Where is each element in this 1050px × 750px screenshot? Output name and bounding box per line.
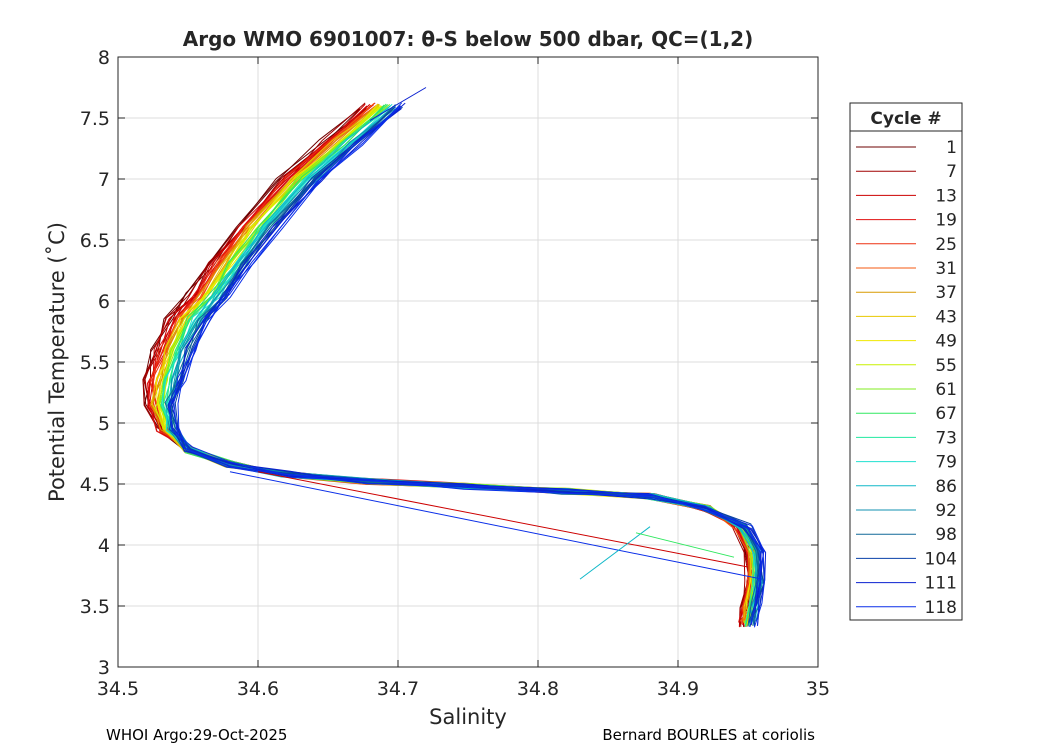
- y-tick-label: 5: [98, 413, 110, 435]
- legend-label: 31: [935, 259, 957, 279]
- legend-label: 104: [925, 549, 957, 569]
- x-tick-label: 34.9: [657, 678, 699, 700]
- series-line-cycle-86: [165, 105, 763, 625]
- legend-label: 7: [946, 162, 957, 182]
- legend-label: 92: [935, 501, 957, 521]
- outlier-segment: [635, 532, 735, 558]
- outlier-segment: [257, 471, 749, 568]
- x-axis-label: Salinity: [429, 705, 507, 729]
- legend-title: Cycle #: [870, 109, 941, 129]
- series-group: [142, 87, 767, 628]
- series-line-cycle-111: [171, 108, 765, 626]
- y-axis: 3 3.5 4 4.5 5 5.5 6 6.5 7 7.5 8: [80, 47, 818, 679]
- legend-label: 67: [935, 404, 957, 424]
- legend-label: 19: [935, 211, 957, 231]
- x-tick-label: 34.8: [517, 678, 559, 700]
- legend-label: 79: [935, 453, 957, 473]
- y-tick-label: 3: [98, 657, 110, 679]
- y-tick-label: 8: [98, 47, 110, 69]
- legend: Cycle # 1 7 13 19 25 31 37 43 49 55 61 67 73 79 86 92 98…: [849, 102, 963, 621]
- y-tick-label: 7: [98, 169, 110, 191]
- legend-label: 1: [946, 138, 957, 158]
- legend-label: 73: [935, 428, 957, 448]
- outlier-segment: [369, 87, 427, 121]
- series-line-cycle-118: [168, 105, 765, 625]
- x-tick-label: 34.7: [377, 678, 419, 700]
- legend-label: 118: [925, 598, 957, 618]
- series-line-cycle-118: [177, 105, 761, 626]
- legend-items: 1 7 13 19 25 31 37 43 49 55 61 67 73 79 86 92 98 104 111 11…: [856, 138, 957, 618]
- legend-label: 43: [935, 307, 957, 327]
- y-tick-label: 6: [98, 291, 110, 313]
- y-tick-label: 3.5: [80, 596, 110, 618]
- legend-label: 49: [935, 332, 957, 352]
- footer-left: WHOI Argo:29-Oct-2025: [106, 726, 288, 744]
- legend-label: 98: [935, 525, 957, 545]
- legend-label: 55: [935, 356, 957, 376]
- legend-label: 13: [935, 186, 957, 206]
- x-tick-label: 34.6: [237, 678, 279, 700]
- legend-label: 86: [935, 477, 957, 497]
- y-tick-label: 6.5: [80, 230, 110, 252]
- outlier-segment: [579, 526, 651, 580]
- chart-title: Argo WMO 6901007: θ-S below 500 dbar, QC…: [183, 27, 753, 51]
- legend-label: 61: [935, 380, 957, 400]
- footer-right: Bernard BOURLES at coriolis: [602, 726, 815, 744]
- x-axis: 34.5 34.6 34.7 34.8 34.9 35: [97, 57, 830, 700]
- y-axis-label: Potential Temperature (˚C): [45, 222, 69, 502]
- legend-label: 25: [935, 235, 957, 255]
- y-tick-label: 5.5: [80, 352, 110, 374]
- series-line-cycle-118: [173, 102, 766, 628]
- legend-label: 37: [935, 283, 957, 303]
- y-tick-label: 7.5: [80, 108, 110, 130]
- x-tick-label: 34.5: [97, 678, 139, 700]
- x-tick-label: 35: [806, 678, 830, 700]
- grid: [118, 57, 818, 667]
- y-tick-label: 4: [98, 535, 110, 557]
- y-tick-label: 4.5: [80, 474, 110, 496]
- legend-label: 111: [925, 574, 957, 594]
- outlier-segment: [229, 471, 763, 580]
